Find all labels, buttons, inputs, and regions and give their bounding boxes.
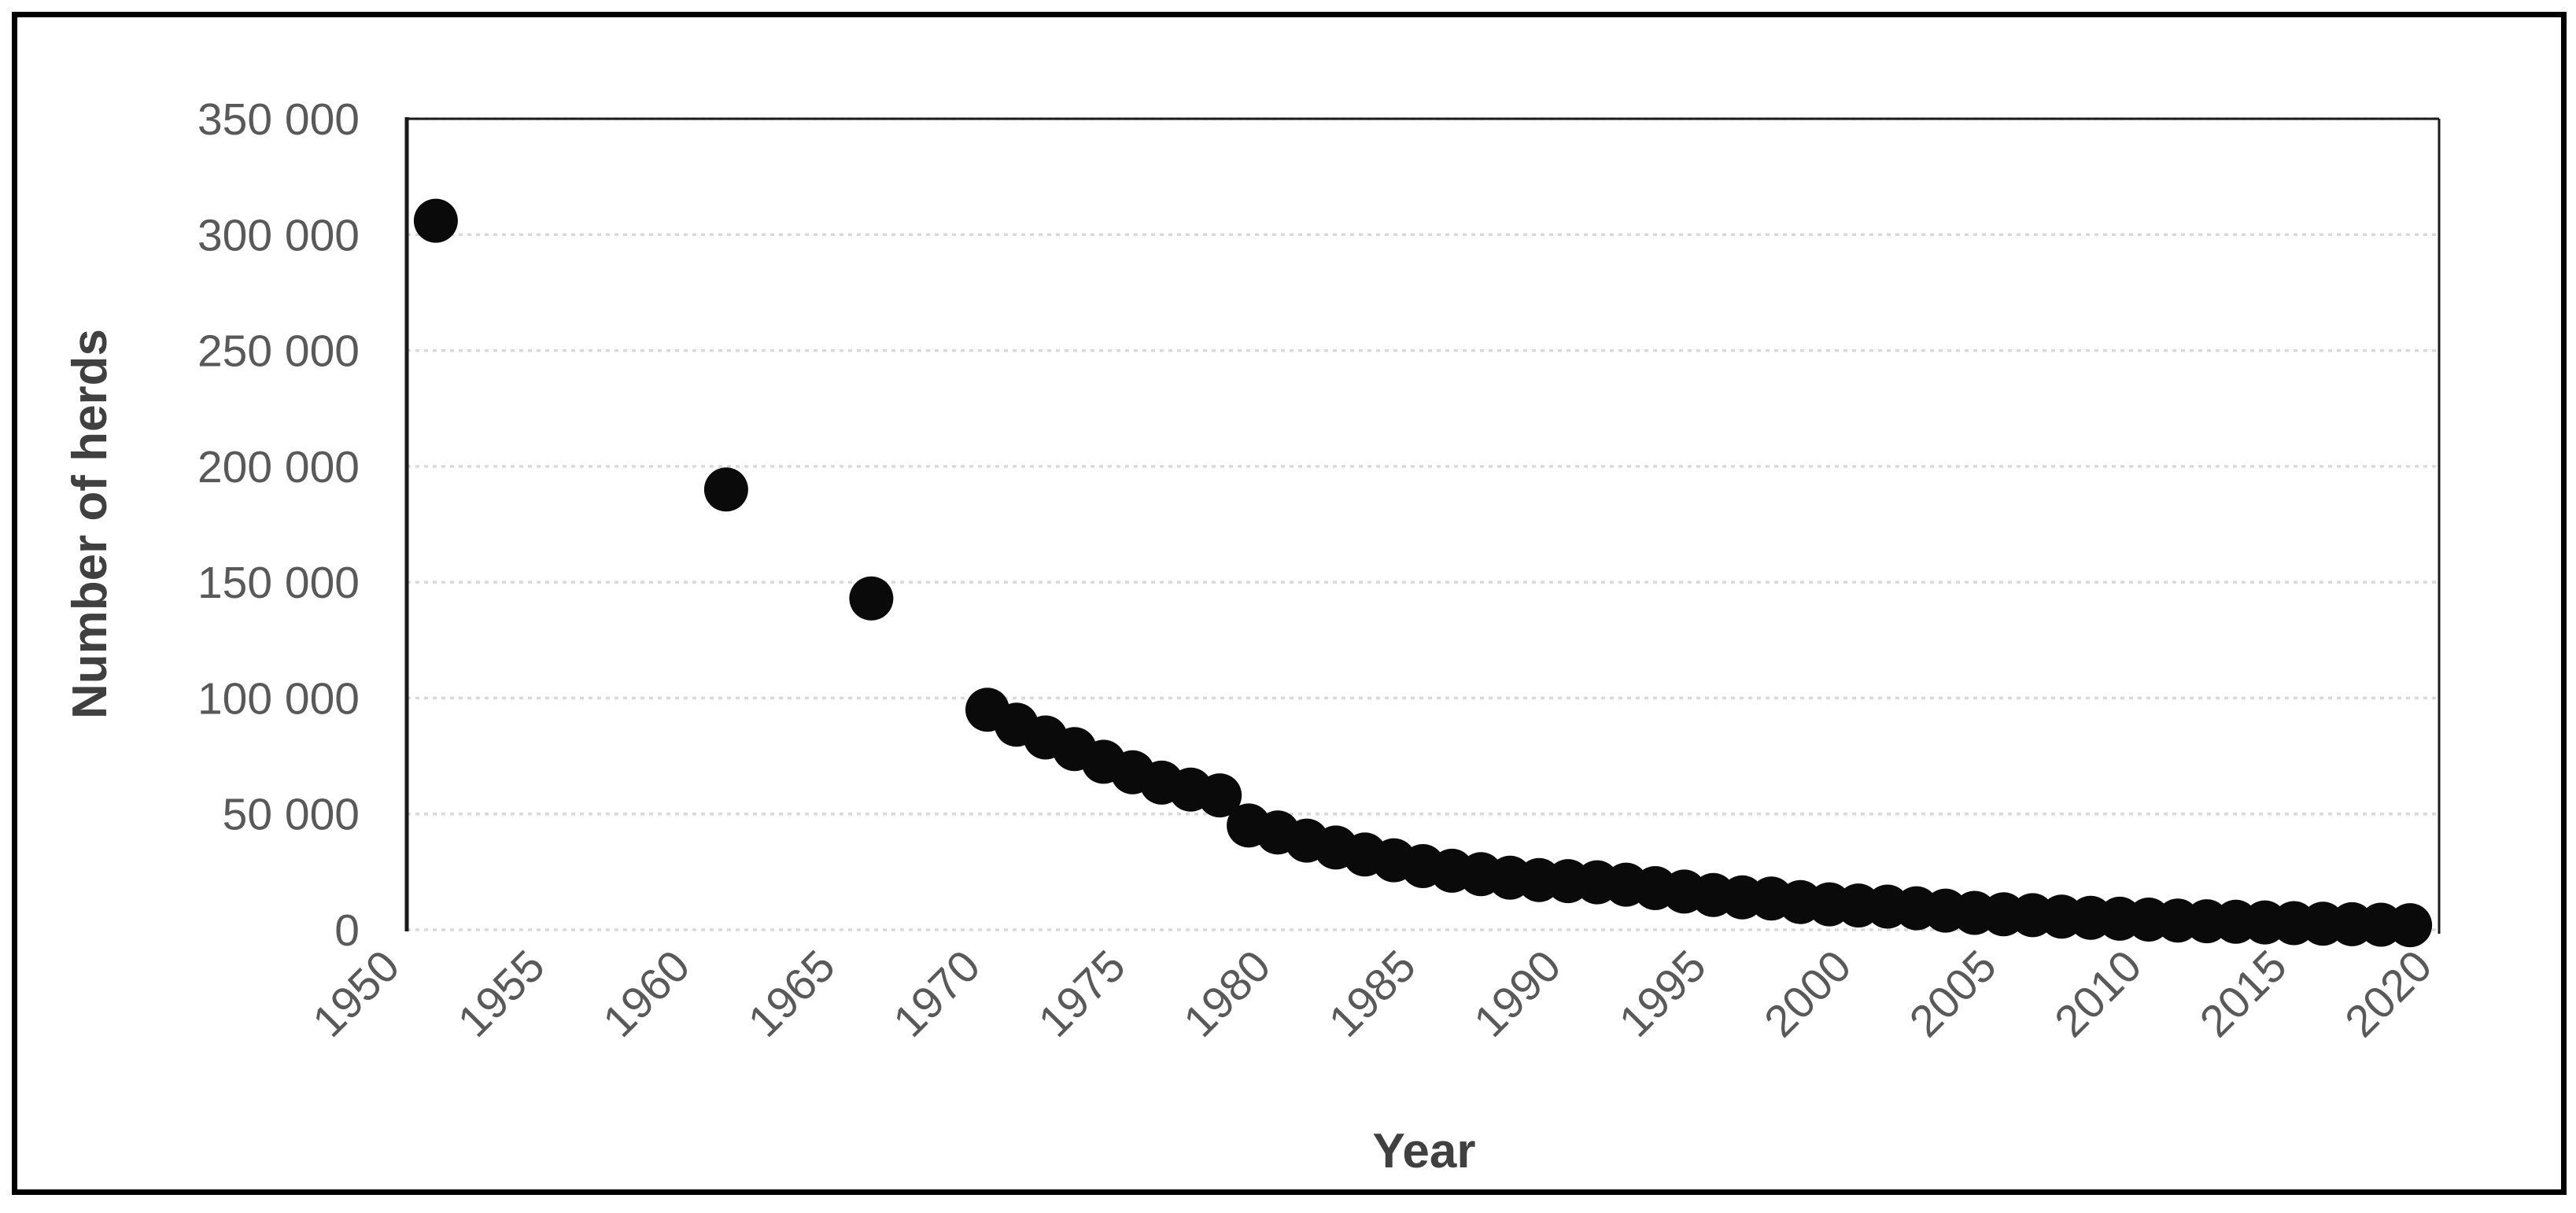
data-points xyxy=(413,198,2433,948)
data-point xyxy=(413,198,458,243)
x-tick-label: 2005 xyxy=(1900,941,2006,1047)
x-tick-label: 1990 xyxy=(1464,941,1570,1047)
x-tick-label: 1955 xyxy=(448,941,555,1047)
y-axis-tick-labels: 0 50 000 100 000 150 000 200 000 250 000 300 0… xyxy=(197,94,360,956)
x-tick-label: 2015 xyxy=(2190,941,2297,1047)
plot-border xyxy=(404,117,2441,934)
x-axis-tick-labels: 1950 1955 1960 1965 1970 1975 1980 1985 1990 1995… xyxy=(303,941,2441,1047)
x-tick-label: 1970 xyxy=(884,941,990,1047)
y-tick-label: 0 xyxy=(334,905,360,956)
x-tick-label: 1960 xyxy=(593,941,699,1047)
x-tick-label: 1950 xyxy=(303,941,409,1047)
data-point xyxy=(1198,773,1242,818)
y-axis-title: Number of herds xyxy=(63,329,117,719)
x-tick-label: 1965 xyxy=(739,941,845,1047)
x-tick-label: 1975 xyxy=(1029,941,1135,1047)
x-axis-title: Year xyxy=(1372,1124,1475,1178)
x-tick-label: 2010 xyxy=(2045,941,2151,1047)
gridlines xyxy=(407,117,2439,931)
x-tick-label: 2020 xyxy=(2335,941,2441,1047)
y-tick-label: 100 000 xyxy=(197,673,360,724)
data-point xyxy=(2388,903,2433,948)
y-tick-label: 300 000 xyxy=(197,210,360,260)
y-tick-label: 200 000 xyxy=(197,442,360,492)
figure-border xyxy=(12,12,2567,1195)
data-point xyxy=(849,576,894,621)
x-tick-label: 1985 xyxy=(1319,941,1426,1047)
y-tick-label: 250 000 xyxy=(197,326,360,377)
y-tick-label: 150 000 xyxy=(197,558,360,608)
x-tick-label: 1995 xyxy=(1610,941,1716,1047)
y-tick-label: 350 000 xyxy=(197,94,360,145)
x-tick-label: 1980 xyxy=(1174,941,1280,1047)
data-point xyxy=(703,467,748,512)
x-tick-label: 2000 xyxy=(1755,941,1861,1047)
y-tick-label: 50 000 xyxy=(223,790,360,840)
